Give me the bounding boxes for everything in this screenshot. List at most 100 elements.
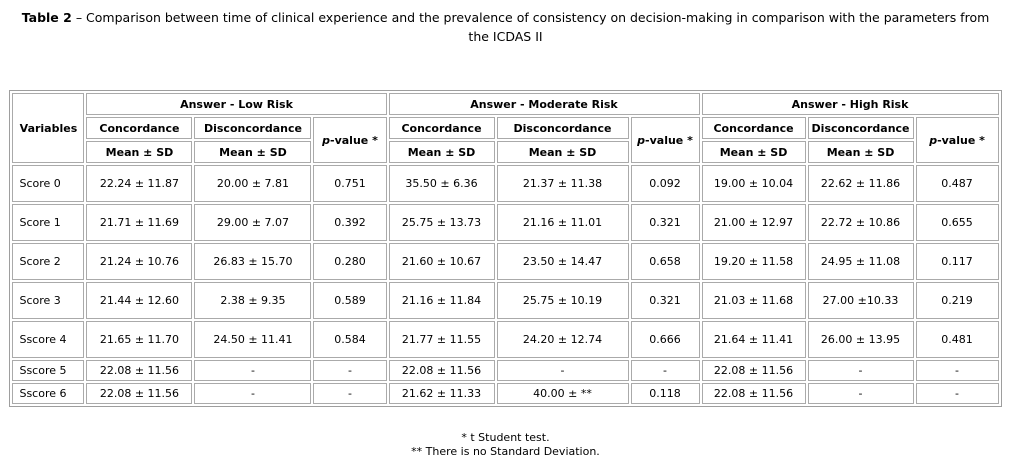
pvalue-rest: -value * <box>330 133 378 147</box>
table-caption-text: – Comparison between time of clinical ex… <box>75 10 990 44</box>
pvalue-rest: -value * <box>645 133 693 147</box>
table-cell: 21.24 ± 10.76 <box>86 243 193 280</box>
group-header-moderate-risk: Answer - Moderate Risk <box>388 93 700 115</box>
header-row-subgroups: Concordance Disconcordance p-value * Con… <box>12 117 999 163</box>
table-caption-number: Table 2 <box>21 10 72 25</box>
table-cell: 0.751 <box>313 165 387 202</box>
table-cell: 25.75 ± 10.19 <box>496 282 629 319</box>
table-cell: 22.24 ± 11.87 <box>86 165 193 202</box>
table-cell: 24.95 ± 11.08 <box>807 243 914 280</box>
subheader-meansd: Mean ± SD <box>701 141 806 163</box>
group-header-low-risk: Answer - Low Risk <box>86 93 387 115</box>
table-cell: 24.50 ± 11.41 <box>194 321 312 358</box>
table-row: Sscore 5 22.08 ± 11.56 - - 22.08 ± 11.56… <box>12 360 999 381</box>
table-cell: 23.50 ± 14.47 <box>496 243 629 280</box>
table-caption: Table 2 – Comparison between time of cli… <box>10 8 1002 46</box>
pvalue-p-italic: p <box>929 133 938 147</box>
variables-header: Variables <box>12 93 85 163</box>
table-row: Sscore 6 22.08 ± 11.56 - - 21.62 ± 11.33… <box>12 383 999 404</box>
table-cell: 22.08 ± 11.56 <box>701 383 806 404</box>
table-row: Score 1 21.71 ± 11.69 29.00 ± 7.07 0.392… <box>12 204 999 241</box>
table-cell: 21.16 ± 11.84 <box>388 282 495 319</box>
table-cell: 35.50 ± 6.36 <box>388 165 495 202</box>
table-cell: 22.08 ± 11.56 <box>86 383 193 404</box>
table-cell: - <box>630 360 700 381</box>
subheader-meansd: Mean ± SD <box>496 141 629 163</box>
table-cell: 21.64 ± 11.41 <box>701 321 806 358</box>
table-row: Sscore 4 21.65 ± 11.70 24.50 ± 11.41 0.5… <box>12 321 999 358</box>
table-row: Score 2 21.24 ± 10.76 26.83 ± 15.70 0.28… <box>12 243 999 280</box>
table-cell: 22.08 ± 11.56 <box>388 360 495 381</box>
row-label: Sscore 4 <box>12 321 85 358</box>
footnote-t-student: * t Student test. <box>461 431 550 444</box>
table-cell: 2.38 ± 9.35 <box>194 282 312 319</box>
table-cell: 0.280 <box>313 243 387 280</box>
header-row-groups: Variables Answer - Low Risk Answer - Mod… <box>12 93 999 163</box>
subheader-meansd: Mean ± SD <box>807 141 914 163</box>
table-cell: - <box>915 360 999 381</box>
table-cell: 0.321 <box>630 282 700 319</box>
row-label: Score 2 <box>12 243 85 280</box>
table-cell: 21.37 ± 11.38 <box>496 165 629 202</box>
table-cell: 0.392 <box>313 204 387 241</box>
table-cell: 0.589 <box>313 282 387 319</box>
table-cell: 21.16 ± 11.01 <box>496 204 629 241</box>
subheader-disconcordance-moderate: Disconcordance <box>496 117 629 139</box>
table-cell: 0.584 <box>313 321 387 358</box>
table-cell: 26.83 ± 15.70 <box>194 243 312 280</box>
table-cell: 29.00 ± 7.07 <box>194 204 312 241</box>
table-cell: - <box>194 383 312 404</box>
row-label: Score 0 <box>12 165 85 202</box>
row-label: Score 3 <box>12 282 85 319</box>
table-cell: 40.00 ± ** <box>496 383 629 404</box>
table-cell: 0.666 <box>630 321 700 358</box>
table-cell: 22.72 ± 10.86 <box>807 204 914 241</box>
subheader-disconcordance-high: Disconcordance <box>807 117 914 139</box>
row-label: Sscore 5 <box>12 360 85 381</box>
table-cell: 21.65 ± 11.70 <box>86 321 193 358</box>
table-cell: - <box>915 383 999 404</box>
table-cell: 21.00 ± 12.97 <box>701 204 806 241</box>
table-cell: 21.03 ± 11.68 <box>701 282 806 319</box>
table-cell: 27.00 ±10.33 <box>807 282 914 319</box>
table-cell: 19.00 ± 10.04 <box>701 165 806 202</box>
table-row: Score 0 22.24 ± 11.87 20.00 ± 7.81 0.751… <box>12 165 999 202</box>
table-cell: 0.658 <box>630 243 700 280</box>
subheader-pvalue-high: p-value * <box>915 117 999 163</box>
table-cell: 21.71 ± 11.69 <box>86 204 193 241</box>
header-row-meansd: Mean ± SD Mean ± SD Mean ± SD Mean ± SD … <box>12 141 998 163</box>
subheader-concordance-low: Concordance <box>86 117 193 139</box>
subheader-concordance-high: Concordance <box>701 117 806 139</box>
table-cell: 22.08 ± 11.56 <box>701 360 806 381</box>
table-cell: 21.62 ± 11.33 <box>388 383 495 404</box>
table-cell: 0.655 <box>915 204 999 241</box>
group-header-high-risk: Answer - High Risk <box>701 93 999 115</box>
table-cell: 21.44 ± 12.60 <box>86 282 193 319</box>
table-cell: 0.117 <box>915 243 999 280</box>
table-cell: 20.00 ± 7.81 <box>194 165 312 202</box>
pvalue-rest: -value * <box>937 133 985 147</box>
row-label: Sscore 6 <box>12 383 85 404</box>
pvalue-p-italic: p <box>637 133 646 147</box>
table-cell: 25.75 ± 13.73 <box>388 204 495 241</box>
results-table: Variables Answer - Low Risk Answer - Mod… <box>9 90 1002 407</box>
table-cell: 0.118 <box>630 383 700 404</box>
subheader-meansd: Mean ± SD <box>194 141 312 163</box>
subheader-pvalue-low: p-value * <box>313 117 387 163</box>
table-cell: 24.20 ± 12.74 <box>496 321 629 358</box>
subheader-meansd: Mean ± SD <box>388 141 495 163</box>
footnotes: * t Student test. ** There is no Standar… <box>0 431 1011 455</box>
table-cell: 0.321 <box>630 204 700 241</box>
table-cell: - <box>313 360 387 381</box>
row-label: Score 1 <box>12 204 85 241</box>
table-cell: 22.08 ± 11.56 <box>86 360 193 381</box>
table-cell: - <box>807 360 914 381</box>
table-cell: 26.00 ± 13.95 <box>807 321 914 358</box>
footnote-no-sd: ** There is no Standard Deviation. <box>411 445 600 455</box>
table-cell: - <box>313 383 387 404</box>
table-row: Score 3 21.44 ± 12.60 2.38 ± 9.35 0.589 … <box>12 282 999 319</box>
table-cell: - <box>194 360 312 381</box>
subheader-pvalue-moderate: p-value * <box>630 117 700 163</box>
table-cell: 21.60 ± 10.67 <box>388 243 495 280</box>
pvalue-p-italic: p <box>322 133 331 147</box>
